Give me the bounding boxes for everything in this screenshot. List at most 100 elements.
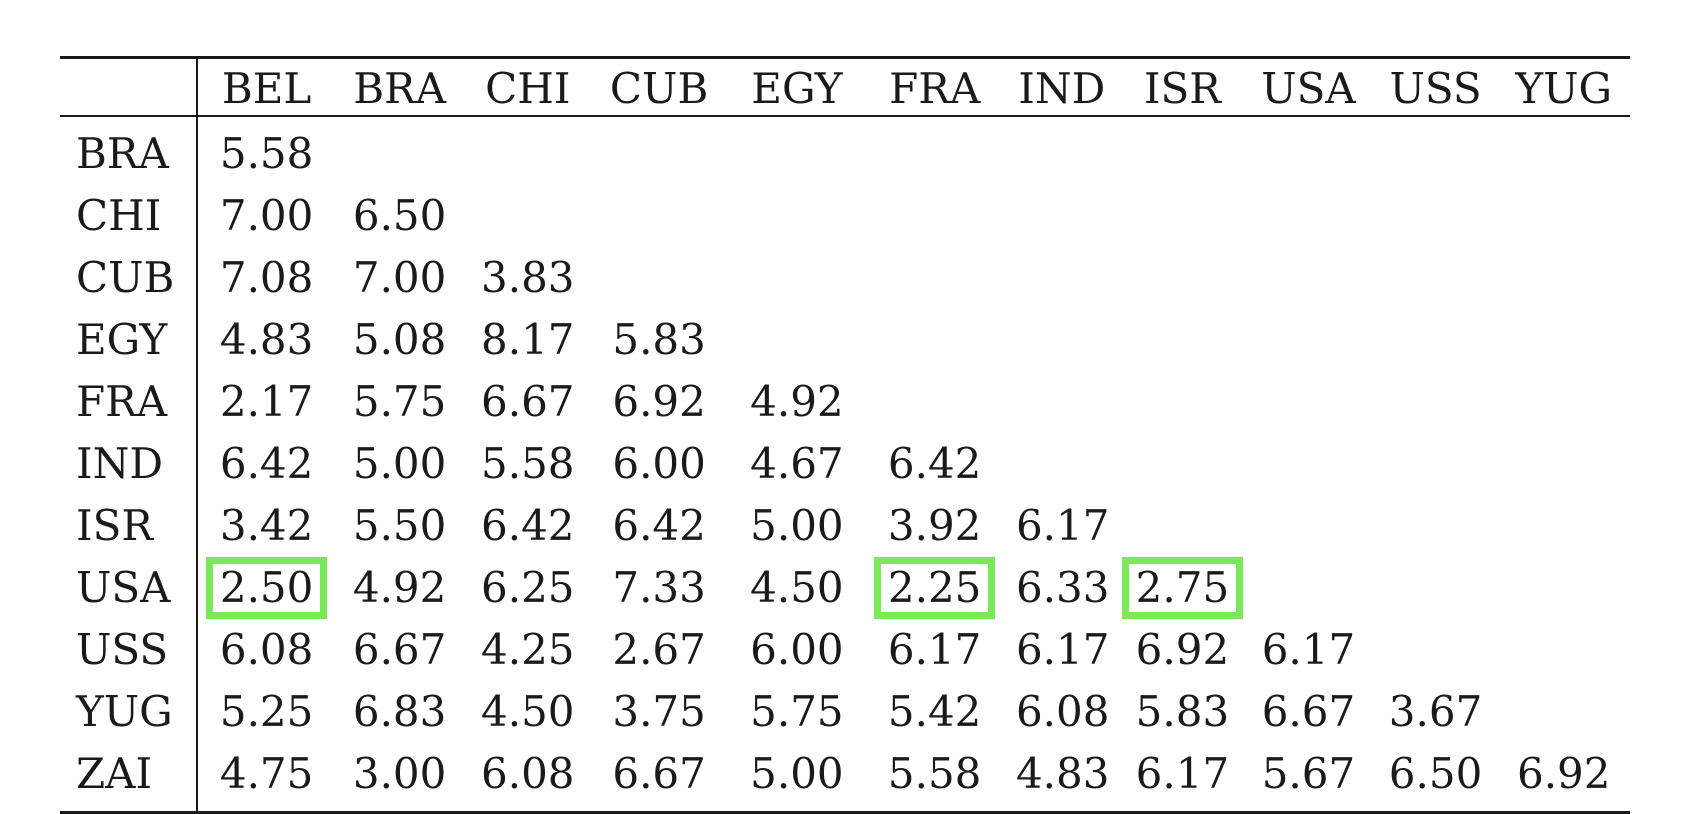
table-cell: 5.00 <box>726 495 867 557</box>
table-cell: 6.67 <box>1243 681 1373 743</box>
table-body: BRA 5.58 CHI 7.00 6.50 CUB 7.08 7.00 3.83 EGY 4.83… <box>60 115 1630 814</box>
empty-cell <box>336 116 464 185</box>
row-label-zai: ZAI <box>60 742 198 814</box>
empty-cell <box>726 185 867 247</box>
cell-value: 5.00 <box>352 438 447 488</box>
table-cell: 5.75 <box>336 371 464 433</box>
column-header-ind: IND <box>1001 56 1122 117</box>
column-header-bel: BEL <box>196 56 336 117</box>
row-label-uss: USS <box>60 618 198 681</box>
empty-cell <box>592 116 727 185</box>
table-cell: 7.08 <box>197 247 336 309</box>
empty-cell <box>1374 433 1498 495</box>
column-header-usa: USA <box>1243 56 1374 117</box>
table-cell: 3.00 <box>335 742 464 814</box>
table-cell: 6.67 <box>591 742 727 814</box>
empty-cell <box>867 247 1002 309</box>
cell-value: 6.33 <box>1015 562 1110 612</box>
distance-table: BEL BRA CHI CUB EGY FRA IND ISR USA USS YUG BRA 5.5… <box>60 56 1630 814</box>
empty-cell <box>1122 371 1244 433</box>
cell-value: 6.08 <box>481 748 575 798</box>
cell-value: 6.42 <box>481 500 575 550</box>
cell-value: 4.25 <box>481 624 575 674</box>
empty-cell <box>1002 116 1122 185</box>
cell-value: 6.17 <box>1135 748 1230 798</box>
table-cell: 7.00 <box>336 247 464 309</box>
row-label-egy: EGY <box>60 308 198 371</box>
empty-cell <box>1497 185 1630 247</box>
table-cell: 7.33 <box>592 557 727 619</box>
table-cell: 6.50 <box>336 185 464 247</box>
empty-cell <box>592 247 727 309</box>
row-label-yug: YUG <box>60 680 198 743</box>
table-cell: 5.42 <box>867 681 1002 743</box>
empty-cell <box>1374 371 1498 433</box>
cell-value: 6.17 <box>1015 500 1110 550</box>
cell-value: 8.17 <box>481 314 575 364</box>
table-cell: 5.50 <box>336 495 464 557</box>
table-cell: 6.17 <box>867 619 1002 681</box>
table-cell: 7.00 <box>197 185 336 247</box>
table-cell: 6.17 <box>1243 619 1373 681</box>
row-label-chi: CHI <box>60 184 198 247</box>
empty-cell <box>1243 247 1373 309</box>
table-row: CHI 7.00 6.50 <box>60 184 1630 247</box>
table-row: ISR 3.42 5.50 6.42 6.42 5.00 3.92 6.17 <box>60 494 1630 557</box>
cell-value: 6.92 <box>612 376 706 426</box>
cell-value: 6.17 <box>1015 624 1110 674</box>
cell-value: 2.17 <box>219 376 314 426</box>
table-row: IND 6.42 5.00 5.58 6.00 4.67 6.42 <box>60 432 1630 495</box>
empty-cell <box>1122 185 1244 247</box>
empty-cell <box>1497 681 1630 743</box>
empty-cell <box>464 116 592 185</box>
table-cell: 6.42 <box>197 433 336 495</box>
cell-value: 4.92 <box>750 376 844 426</box>
empty-cell <box>1374 116 1498 185</box>
table-cell: 6.92 <box>592 371 727 433</box>
row-label-ind: IND <box>60 432 198 495</box>
column-header-uss: USS <box>1373 56 1498 117</box>
cell-value: 3.75 <box>612 686 706 736</box>
cell-value: 6.17 <box>1261 624 1356 674</box>
table-cell: 4.25 <box>464 619 592 681</box>
cell-value: 5.50 <box>352 500 447 550</box>
table-cell: 3.75 <box>592 681 727 743</box>
cell-value: 4.83 <box>1015 748 1110 798</box>
table-cell: 5.67 <box>1243 742 1374 814</box>
empty-cell <box>1002 371 1122 433</box>
table-cell: 6.08 <box>1002 681 1122 743</box>
cell-value: 5.83 <box>1135 686 1230 736</box>
column-header-fra: FRA <box>867 56 1002 117</box>
empty-cell <box>1497 495 1630 557</box>
empty-cell <box>1497 619 1630 681</box>
cell-value: 6.42 <box>887 438 982 488</box>
cell-value: 4.92 <box>352 562 447 612</box>
cell-value: 3.67 <box>1388 686 1483 736</box>
cell-value: 6.00 <box>612 438 706 488</box>
table-row: ZAI 4.75 3.00 6.08 6.67 5.00 5.58 4.83 6.17 5.67 6… <box>60 742 1630 814</box>
table-cell: 6.92 <box>1497 742 1630 814</box>
cell-value: 5.42 <box>887 686 982 736</box>
empty-cell <box>1243 309 1373 371</box>
table-cell: 2.75 <box>1121 556 1244 619</box>
empty-cell <box>1002 185 1122 247</box>
cell-value: 4.67 <box>750 438 844 488</box>
table-cell: 6.17 <box>1002 619 1122 681</box>
cell-value: 2.67 <box>612 624 706 674</box>
table-cell: 5.25 <box>197 681 336 743</box>
table-cell: 6.42 <box>464 495 592 557</box>
cell-value: 7.08 <box>219 252 314 302</box>
table-cell: 6.83 <box>336 681 464 743</box>
empty-cell <box>1122 433 1244 495</box>
cell-value: 5.00 <box>750 748 844 798</box>
table-cell: 3.67 <box>1374 681 1498 743</box>
table-cell: 3.42 <box>197 495 336 557</box>
cell-value: 6.08 <box>219 624 314 674</box>
table-cell: 5.75 <box>726 681 867 743</box>
table-cell: 2.17 <box>197 371 336 433</box>
cell-value: 3.92 <box>887 500 982 550</box>
cell-value: 6.00 <box>750 624 844 674</box>
table-cell: 5.58 <box>464 433 592 495</box>
table-cell: 5.08 <box>336 309 464 371</box>
cell-value: 4.75 <box>219 748 314 798</box>
